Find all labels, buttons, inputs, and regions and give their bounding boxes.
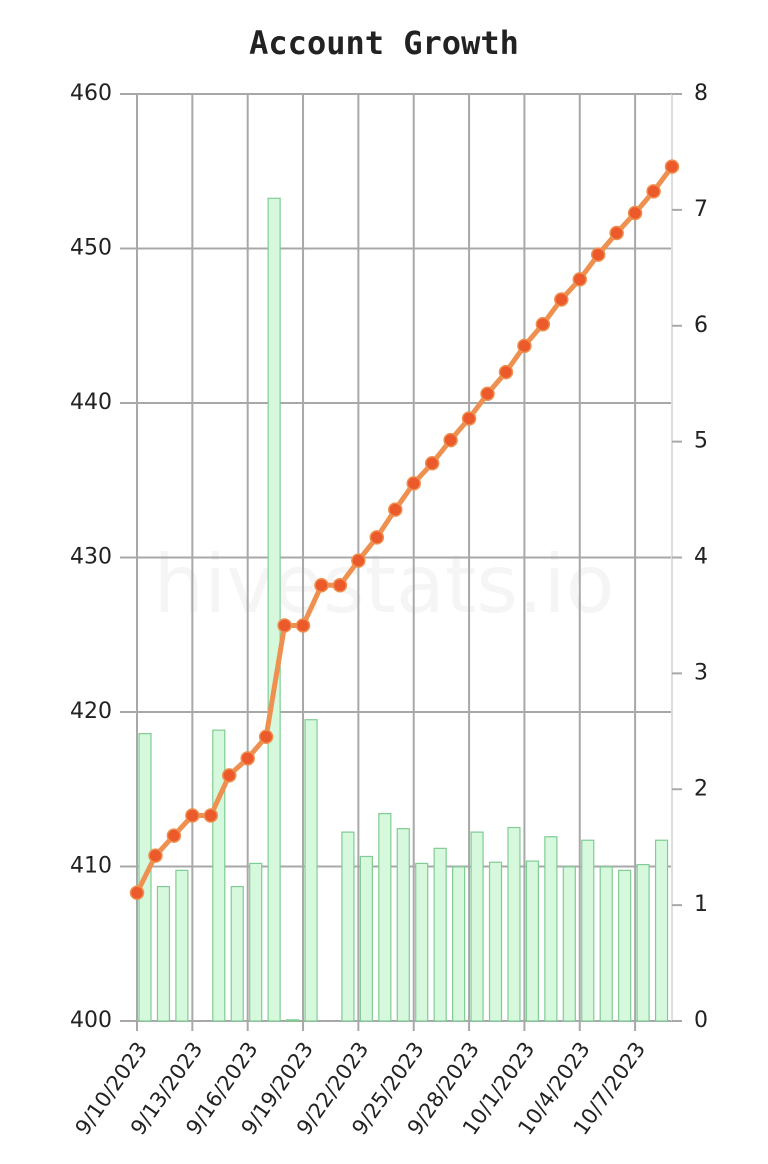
point	[258, 729, 274, 744]
point	[185, 808, 200, 823]
bar	[396, 828, 410, 1022]
point	[627, 205, 643, 221]
point	[461, 411, 477, 426]
point	[517, 338, 532, 354]
bar	[599, 866, 613, 1022]
point	[609, 225, 624, 241]
point	[277, 618, 292, 633]
bar	[249, 862, 263, 1022]
y2-tick-label: 7	[694, 197, 708, 222]
bar	[452, 866, 466, 1022]
point	[332, 578, 348, 593]
watermark: hivestats.io	[153, 538, 614, 631]
point	[351, 553, 366, 568]
y2-tick-label: 8	[694, 81, 708, 106]
y-tick-label: 400	[70, 1008, 112, 1033]
point	[314, 578, 329, 593]
point	[572, 272, 588, 287]
y2-tick-label: 5	[694, 429, 708, 454]
y2-tick-label: 6	[694, 313, 708, 338]
point	[203, 808, 219, 823]
bar	[488, 861, 503, 1022]
point	[535, 316, 551, 332]
bar	[507, 826, 521, 1022]
bar	[341, 831, 355, 1022]
point	[388, 502, 403, 517]
point	[129, 885, 145, 901]
y-tick-label: 450	[70, 236, 112, 261]
bar	[562, 866, 576, 1022]
bar	[175, 869, 189, 1022]
point	[424, 456, 440, 471]
y-tick-label: 440	[70, 390, 112, 415]
point	[295, 618, 311, 633]
point	[406, 476, 421, 491]
point	[498, 364, 514, 380]
point	[664, 159, 680, 174]
point	[148, 848, 163, 863]
bar	[618, 869, 632, 1022]
bar	[415, 862, 429, 1022]
point	[554, 292, 569, 307]
bar	[581, 839, 595, 1022]
point	[590, 247, 606, 262]
point	[646, 184, 661, 199]
bar	[304, 719, 318, 1022]
bar	[525, 860, 540, 1022]
point	[221, 768, 237, 783]
bar	[433, 847, 447, 1022]
y-tick-label: 410	[70, 854, 112, 879]
bar	[544, 836, 558, 1022]
point	[369, 530, 385, 545]
chart-title: Account Growth	[249, 24, 519, 62]
y2-tick-label: 4	[694, 545, 708, 570]
y2-tick-label: 3	[694, 660, 708, 685]
bar	[470, 831, 484, 1022]
point	[166, 828, 182, 843]
bar	[285, 1019, 300, 1022]
bar	[156, 885, 171, 1022]
y-tick-label: 420	[70, 699, 112, 724]
y2-tick-label: 1	[694, 892, 708, 917]
point	[480, 386, 495, 401]
bar	[359, 855, 373, 1022]
bar	[654, 839, 669, 1022]
point	[240, 751, 255, 766]
bar	[636, 863, 650, 1022]
bar	[267, 197, 281, 1022]
y-tick-label: 430	[70, 545, 112, 570]
point	[443, 432, 458, 448]
y2-tick-label: 0	[694, 1008, 708, 1033]
y-tick-label: 460	[70, 81, 112, 106]
bar	[230, 885, 244, 1022]
bar	[378, 812, 392, 1022]
y2-tick-label: 2	[694, 776, 708, 801]
